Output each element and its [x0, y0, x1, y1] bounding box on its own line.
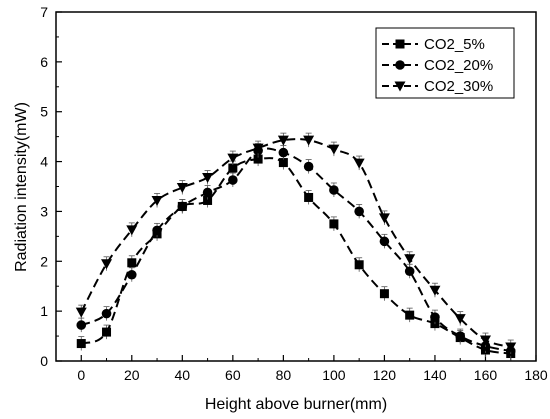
- legend-marker: [395, 39, 405, 49]
- data-point: [353, 158, 365, 169]
- data-point: [479, 335, 491, 346]
- y-tick-label: 3: [40, 203, 48, 219]
- data-point: [202, 173, 214, 184]
- series-group: [75, 132, 517, 361]
- x-tick-label: 60: [225, 367, 241, 383]
- data-point: [379, 289, 389, 299]
- series-line: [80, 157, 511, 355]
- x-tick-label: 0: [77, 367, 85, 383]
- data-point: [329, 185, 339, 195]
- data-point: [228, 175, 238, 185]
- x-axis-title: Height above burner(mm): [205, 396, 387, 413]
- data-point: [278, 158, 288, 168]
- series-line: [80, 147, 511, 353]
- data-point: [328, 144, 340, 155]
- data-point: [378, 213, 390, 224]
- data-point: [454, 314, 466, 325]
- x-tick-label: 80: [276, 367, 292, 383]
- data-point: [252, 143, 264, 154]
- data-point: [227, 153, 239, 164]
- y-tick-label: 7: [40, 4, 48, 20]
- legend-marker: [395, 60, 405, 70]
- y-axis-title: Radiation intensity(mW): [13, 102, 30, 272]
- legend-label: CO2_30%: [424, 78, 493, 95]
- y-tick-labels: 0 1 2 3 4 5 6 7: [40, 4, 48, 369]
- data-point: [405, 310, 415, 320]
- series-CO2_5%: [76, 151, 516, 361]
- data-point: [126, 269, 137, 280]
- data-point: [379, 236, 390, 247]
- y-tick-label: 1: [40, 303, 48, 319]
- x-tick-label: 20: [124, 367, 140, 383]
- legend-marker: [394, 81, 406, 92]
- x-tick-label: 100: [322, 367, 346, 383]
- data-point: [329, 219, 339, 229]
- x-tick-label: 180: [524, 367, 548, 383]
- data-point: [303, 135, 315, 146]
- series-line: [80, 138, 512, 349]
- axis-ticks: [56, 11, 537, 362]
- data-point: [303, 161, 314, 172]
- data-point: [429, 285, 441, 296]
- data-point: [404, 254, 416, 265]
- y-tick-label: 5: [40, 104, 48, 120]
- data-point: [126, 225, 138, 236]
- legend-label: CO2_5%: [424, 36, 485, 53]
- y-tick-label: 2: [40, 253, 48, 269]
- x-tick-label: 40: [175, 367, 191, 383]
- data-point: [101, 308, 112, 319]
- y-tick-label: 4: [40, 154, 48, 170]
- data-point: [505, 342, 517, 353]
- data-point: [203, 195, 213, 205]
- data-point: [404, 266, 415, 277]
- data-point: [127, 258, 137, 268]
- data-point: [354, 260, 364, 270]
- data-point: [176, 182, 188, 193]
- data-point: [75, 307, 87, 318]
- data-point: [76, 339, 86, 349]
- data-point: [177, 201, 188, 212]
- data-point: [228, 163, 238, 173]
- series-CO2_20%: [76, 143, 516, 359]
- data-point: [101, 259, 113, 270]
- legend: CO2_5% CO2_20% CO2_30%: [375, 27, 515, 99]
- data-point: [202, 187, 213, 198]
- data-point: [304, 192, 314, 202]
- data-point: [278, 147, 289, 158]
- series-CO2_30%: [75, 132, 517, 355]
- data-point: [76, 320, 87, 330]
- data-point: [102, 327, 112, 337]
- legend-label: CO2_20%: [424, 57, 493, 74]
- data-point: [455, 331, 466, 341]
- x-tick-label: 120: [373, 367, 397, 383]
- data-point: [152, 225, 162, 236]
- data-point: [354, 206, 364, 217]
- y-tick-label: 6: [40, 54, 48, 70]
- y-tick-label: 0: [40, 353, 48, 369]
- x-tick-label: 140: [423, 367, 447, 383]
- x-tick-label: 160: [474, 367, 498, 383]
- data-point: [277, 135, 289, 146]
- x-tick-labels: 0 20 40 60 80 100 120 140 160 180: [77, 367, 548, 383]
- data-point: [430, 312, 440, 322]
- data-point: [253, 154, 263, 164]
- data-point: [151, 195, 163, 206]
